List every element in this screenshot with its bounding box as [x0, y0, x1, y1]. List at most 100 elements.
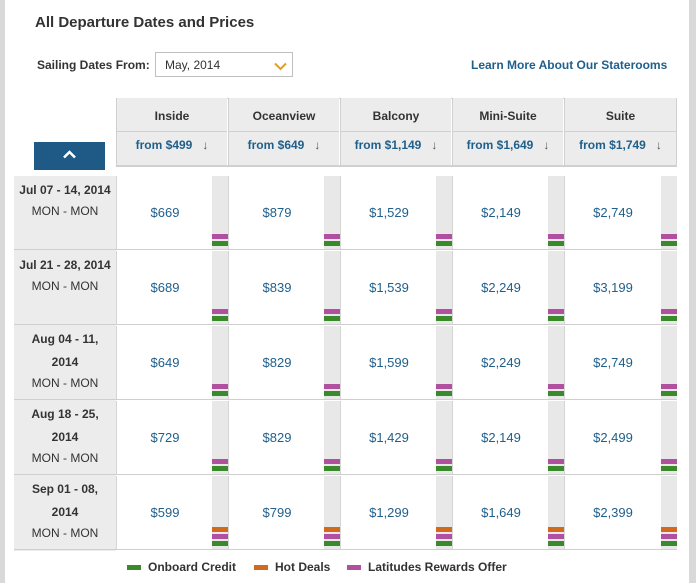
sort-arrow-icon: ↓	[655, 138, 662, 152]
price-cell-inside[interactable]: $599	[116, 476, 228, 549]
price-cell-inside[interactable]: $669	[116, 176, 228, 249]
onboard-credit-badge	[324, 391, 340, 396]
price-cell-mini-suite[interactable]: $2,249	[452, 326, 564, 399]
price-cell-oceanview[interactable]: $829	[228, 326, 340, 399]
price-value: $879	[262, 205, 292, 220]
column-name: Balcony	[372, 109, 420, 123]
latitudes-badge	[212, 384, 228, 389]
price-cell-oceanview[interactable]: $799	[228, 476, 340, 549]
header-divider	[453, 131, 563, 132]
price-cell-mini-suite[interactable]: $2,249	[452, 251, 564, 324]
latitudes-badge	[548, 459, 564, 464]
table-row: Aug 18 - 25, 2014 MON - MON $729 $829 $1…	[14, 401, 677, 476]
price-value: $2,749	[593, 205, 633, 220]
onboard-credit-badge	[436, 541, 452, 546]
price-cell-inside[interactable]: $689	[116, 251, 228, 324]
price-cell-mini-suite[interactable]: $1,649	[452, 476, 564, 549]
latitudes-badge	[436, 534, 452, 539]
column-header-mini-suite: Mini-Suite from $1,649 ↓	[452, 98, 563, 165]
onboard-credit-badge	[661, 316, 677, 321]
from-price: from $499	[135, 138, 193, 152]
onboard-credit-badge	[212, 316, 228, 321]
price-value: $2,149	[481, 430, 521, 445]
date-range-line2: 2014	[51, 430, 79, 444]
latitudes-badge	[324, 534, 340, 539]
header-bottom-line	[116, 165, 677, 167]
day-range: MON - MON	[31, 376, 99, 390]
sort-arrow-icon: ↓	[202, 138, 209, 152]
sailing-month-select[interactable]: May, 2014	[155, 52, 293, 77]
price-value: $1,429	[369, 430, 409, 445]
header-divider	[229, 131, 339, 132]
onboard-credit-badge	[324, 241, 340, 246]
date-range: Jul 21 - 28, 2014	[19, 258, 111, 272]
price-cell-mini-suite[interactable]: $2,149	[452, 401, 564, 474]
price-value: $799	[262, 505, 292, 520]
table-row: Aug 04 - 11, 2014 MON - MON $649 $829 $1…	[14, 326, 677, 401]
price-cell-suite[interactable]: $2,749	[564, 326, 677, 399]
price-cell-oceanview[interactable]: $829	[228, 401, 340, 474]
onboard-credit-badge	[212, 241, 228, 246]
price-cell-suite[interactable]: $2,399	[564, 476, 677, 549]
onboard-credit-badge	[324, 541, 340, 546]
price-cell-oceanview[interactable]: $839	[228, 251, 340, 324]
onboard-credit-badge	[548, 241, 564, 246]
day-range: MON - MON	[31, 526, 99, 540]
price-cell-inside[interactable]: $729	[116, 401, 228, 474]
table-row: Jul 07 - 14, 2014 MON - MON $669 $879 $1…	[14, 176, 677, 252]
chevron-up-icon	[63, 150, 76, 159]
sailing-dates-label: Sailing Dates From:	[37, 58, 150, 72]
hot-deals-badge	[324, 527, 340, 532]
onboard-credit-swatch	[127, 565, 141, 571]
onboard-credit-badge	[661, 541, 677, 546]
price-value: $1,299	[369, 505, 409, 520]
from-price: from $1,149	[354, 138, 422, 152]
sort-arrow-icon: ↓	[543, 138, 550, 152]
row-divider	[14, 549, 677, 550]
header-divider	[341, 131, 451, 132]
collapse-button[interactable]	[34, 142, 105, 170]
price-cell-suite[interactable]: $2,749	[564, 176, 677, 249]
hot-deals-swatch	[254, 565, 268, 571]
price-cell-oceanview[interactable]: $879	[228, 176, 340, 249]
price-cell-balcony[interactable]: $1,539	[340, 251, 452, 324]
price-cell-balcony[interactable]: $1,299	[340, 476, 452, 549]
onboard-credit-badge	[661, 241, 677, 246]
price-value: $689	[150, 280, 180, 295]
row-divider	[14, 474, 677, 475]
header-divider	[565, 131, 676, 132]
sort-by-price-mini-suite[interactable]: from $1,649 ↓	[453, 138, 563, 152]
departure-date-cell: Aug 18 - 25, 2014 MON - MON	[14, 401, 116, 476]
learn-more-staterooms-link[interactable]: Learn More About Our Staterooms	[471, 58, 668, 72]
from-price: from $649	[247, 138, 305, 152]
sort-by-price-inside[interactable]: from $499 ↓	[117, 138, 227, 152]
latitudes-badge	[324, 384, 340, 389]
price-cell-mini-suite[interactable]: $2,149	[452, 176, 564, 249]
departure-date-cell: Jul 21 - 28, 2014 MON - MON	[14, 251, 116, 327]
price-value: $2,749	[593, 355, 633, 370]
onboard-credit-badge	[324, 466, 340, 471]
onboard-credit-badge	[436, 241, 452, 246]
price-cell-suite[interactable]: $3,199	[564, 251, 677, 324]
price-cell-balcony[interactable]: $1,529	[340, 176, 452, 249]
sort-by-price-oceanview[interactable]: from $649 ↓	[229, 138, 339, 152]
onboard-credit-badge	[548, 466, 564, 471]
sort-by-price-balcony[interactable]: from $1,149 ↓	[341, 138, 451, 152]
sort-by-price-suite[interactable]: from $1,749 ↓	[565, 138, 676, 152]
onboard-credit-badge	[212, 391, 228, 396]
departure-date-cell: Jul 07 - 14, 2014 MON - MON	[14, 176, 116, 252]
latitudes-badge	[548, 534, 564, 539]
hot-deals-badge	[548, 527, 564, 532]
date-range-line2: 2014	[51, 505, 79, 519]
price-cell-balcony[interactable]: $1,599	[340, 326, 452, 399]
price-cell-inside[interactable]: $649	[116, 326, 228, 399]
price-cell-suite[interactable]: $2,499	[564, 401, 677, 474]
price-cell-balcony[interactable]: $1,429	[340, 401, 452, 474]
legend-label: Onboard Credit	[148, 560, 237, 574]
onboard-credit-badge	[436, 466, 452, 471]
price-value: $2,149	[481, 205, 521, 220]
price-value: $2,249	[481, 280, 521, 295]
latitudes-badge	[212, 534, 228, 539]
price-value: $829	[262, 430, 292, 445]
header-divider	[117, 131, 227, 132]
